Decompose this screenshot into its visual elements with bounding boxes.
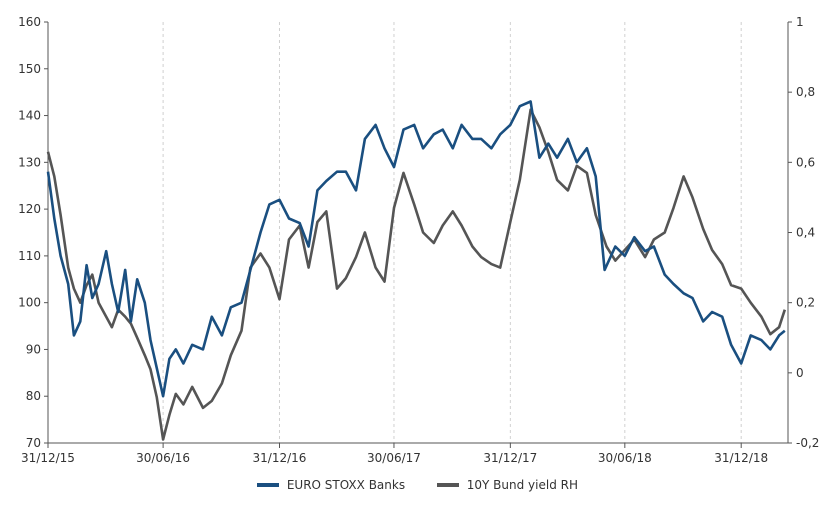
y-left-tick-label: 120 bbox=[18, 202, 41, 216]
legend-item-banks: EURO STOXX Banks bbox=[257, 478, 405, 492]
y-left-tick-label: 130 bbox=[18, 155, 41, 169]
legend-label-banks: EURO STOXX Banks bbox=[286, 477, 406, 492]
y-left-tick-label: 70 bbox=[26, 436, 41, 450]
series-line-euro-stoxx-banks bbox=[46, 100, 786, 398]
y-left-tick-label: 160 bbox=[18, 15, 41, 29]
x-tick-label: 31/12/18 bbox=[714, 451, 768, 465]
x-tick-label: 31/12/16 bbox=[253, 451, 307, 465]
y-left-tick-label: 90 bbox=[26, 342, 41, 356]
y-right-tick-label: 0,4 bbox=[796, 226, 815, 240]
legend-label-bund: 10Y Bund yield RH bbox=[466, 477, 578, 492]
legend-swatch-banks bbox=[257, 483, 280, 487]
x-tick-label: 30/06/16 bbox=[136, 451, 190, 465]
y-right-tick-label: 1 bbox=[796, 15, 804, 29]
legend-item-bund: 10Y Bund yield RH bbox=[436, 477, 578, 492]
y-left-tick-label: 150 bbox=[18, 62, 41, 76]
x-tick-label: 30/06/17 bbox=[367, 451, 421, 465]
legend-swatch-bund bbox=[436, 483, 459, 487]
y-left-tick-label: 140 bbox=[18, 109, 41, 123]
x-tick-label: 30/06/18 bbox=[598, 451, 652, 465]
y-left-tick-label: 110 bbox=[18, 249, 41, 263]
series-line-10y-bund-yield bbox=[46, 108, 787, 441]
y-right-tick-label: 0,6 bbox=[796, 155, 815, 169]
y-left-tick-label: 100 bbox=[18, 296, 41, 310]
y-left-tick-label: 80 bbox=[26, 389, 41, 403]
y-right-tick-label: 0 bbox=[796, 366, 804, 380]
legend: EURO STOXX Banks 10Y Bund yield RH bbox=[0, 477, 835, 492]
y-right-tick-label: -0,2 bbox=[796, 436, 819, 450]
y-right-tick-label: 0,8 bbox=[796, 85, 815, 99]
y-right-tick-label: 0,2 bbox=[796, 296, 815, 310]
x-tick-label: 31/12/15 bbox=[21, 451, 75, 465]
x-tick-label: 31/12/17 bbox=[483, 451, 537, 465]
